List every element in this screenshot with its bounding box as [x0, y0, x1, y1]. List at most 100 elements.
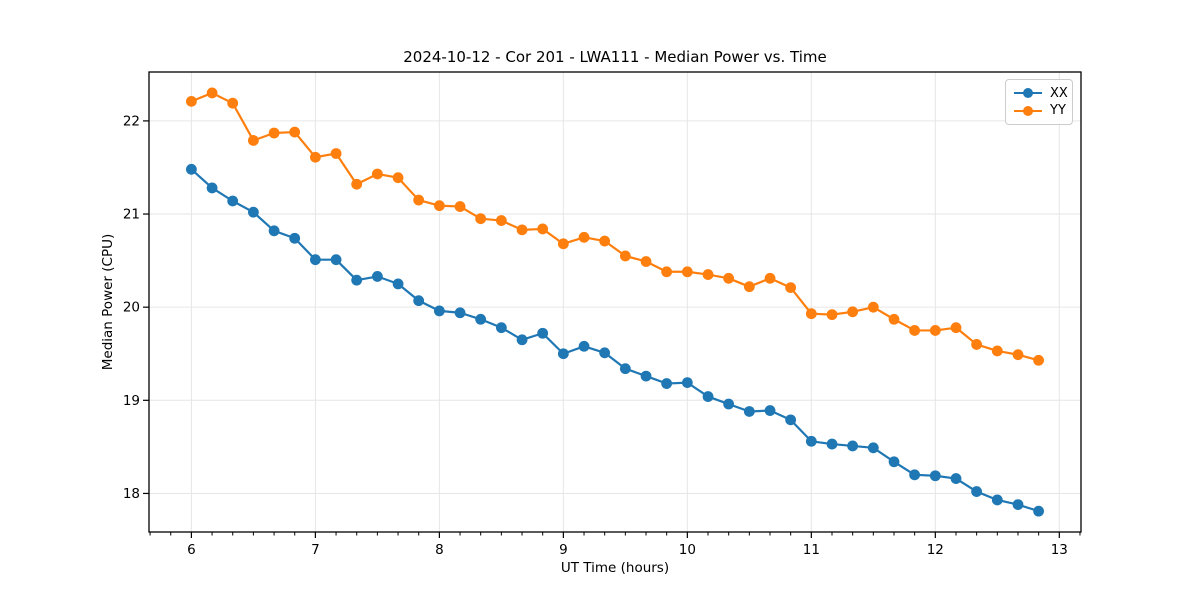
data-point-xx — [764, 405, 776, 416]
data-point-yy — [227, 97, 239, 109]
legend-item-xx: XX — [1014, 87, 1068, 100]
data-point-yy — [847, 306, 859, 318]
series-line-yy — [190, 91, 1039, 362]
y-tick-label: 18 — [123, 486, 140, 502]
series-line-xx — [190, 168, 1039, 513]
data-point-xx — [888, 456, 900, 468]
data-point-xx — [537, 327, 549, 339]
data-point-xx — [351, 274, 363, 286]
data-point-yy — [433, 200, 445, 212]
data-point-yy — [723, 272, 735, 284]
data-point-yy — [971, 339, 983, 350]
data-point-xx — [495, 322, 507, 334]
data-point-yy — [991, 345, 1003, 357]
data-point-xx — [991, 494, 1003, 506]
data-point-yy — [557, 238, 569, 250]
data-point-yy — [640, 256, 652, 267]
data-point-xx — [929, 470, 941, 482]
data-point-xx — [227, 195, 239, 207]
data-point-yy — [495, 215, 507, 226]
data-point-xx — [661, 378, 673, 389]
data-point-xx — [454, 307, 466, 319]
data-point-xx — [433, 305, 445, 317]
data-point-xx — [268, 225, 280, 237]
y-tick-label: 20 — [123, 300, 140, 316]
x-axis-label: UT Time (hours) — [560, 560, 670, 576]
data-point-xx — [805, 435, 817, 447]
x-tick-label: 7 — [311, 542, 320, 558]
data-point-yy — [413, 194, 425, 206]
y-tick-label: 21 — [123, 207, 140, 223]
data-point-xx — [1033, 505, 1044, 517]
data-point-xx — [413, 295, 425, 307]
data-point-yy — [309, 151, 321, 163]
legend: XX YY — [1005, 79, 1073, 125]
y-tick-label: 22 — [123, 113, 140, 129]
data-point-xx — [619, 363, 631, 375]
yy-line-marker-icon — [1014, 105, 1042, 116]
x-tick-label: 12 — [927, 542, 944, 558]
data-point-yy — [764, 272, 776, 284]
data-point-xx — [1012, 499, 1024, 511]
x-tick-label: 13 — [1051, 542, 1068, 558]
data-point-yy — [516, 224, 528, 236]
data-point-xx — [309, 254, 321, 266]
data-point-yy — [805, 308, 817, 320]
data-point-yy — [330, 148, 342, 159]
xx-legend-dot — [1023, 88, 1033, 99]
data-point-yy — [475, 213, 487, 225]
data-point-xx — [330, 254, 342, 266]
data-point-yy — [950, 322, 962, 334]
data-point-xx — [557, 348, 569, 360]
x-tick-label: 9 — [559, 542, 568, 558]
data-point-xx — [950, 473, 962, 484]
data-point-yy — [743, 281, 755, 293]
data-point-yy — [1012, 349, 1024, 361]
data-point-xx — [867, 442, 879, 454]
data-point-yy — [537, 223, 549, 235]
data-point-yy — [206, 87, 218, 99]
y-tick-label: 19 — [123, 393, 140, 409]
data-point-yy — [888, 313, 900, 325]
data-point-yy — [599, 235, 611, 247]
plot-frame — [148, 71, 1082, 533]
data-point-xx — [289, 232, 301, 244]
data-point-yy — [909, 325, 921, 336]
data-point-yy — [867, 301, 879, 313]
data-point-xx — [247, 206, 259, 218]
x-tick-label: 11 — [803, 542, 820, 558]
data-point-yy — [454, 201, 466, 212]
data-point-xx — [599, 347, 611, 359]
data-point-yy — [371, 168, 383, 180]
data-point-yy — [1033, 354, 1044, 366]
data-point-yy — [681, 266, 693, 278]
legend-label-xx: XX — [1050, 85, 1068, 101]
data-point-yy — [351, 178, 363, 190]
data-point-yy — [247, 135, 259, 146]
data-point-yy — [661, 266, 673, 278]
data-point-xx — [909, 469, 921, 481]
legend-label-yy: YY — [1050, 103, 1066, 119]
data-point-yy — [578, 231, 590, 243]
data-point-xx — [723, 398, 735, 410]
data-point-yy — [785, 282, 797, 294]
data-point-yy — [186, 95, 197, 107]
data-point-xx — [206, 182, 218, 194]
data-point-xx — [392, 278, 404, 290]
data-point-yy — [929, 325, 941, 336]
data-point-xx — [681, 377, 693, 389]
data-point-yy — [289, 126, 301, 138]
x-tick-label: 8 — [435, 542, 444, 558]
chart-title: 2024-10-12 - Cor 201 - LWA111 - Median P… — [403, 48, 827, 66]
data-point-xx — [371, 271, 383, 282]
data-point-xx — [516, 334, 528, 346]
data-point-yy — [702, 269, 714, 280]
data-point-xx — [475, 313, 487, 325]
data-point-yy — [392, 172, 404, 184]
data-point-yy — [826, 309, 838, 321]
x-tick-label: 6 — [187, 542, 196, 558]
data-point-xx — [702, 391, 714, 402]
data-point-xx — [826, 438, 838, 450]
